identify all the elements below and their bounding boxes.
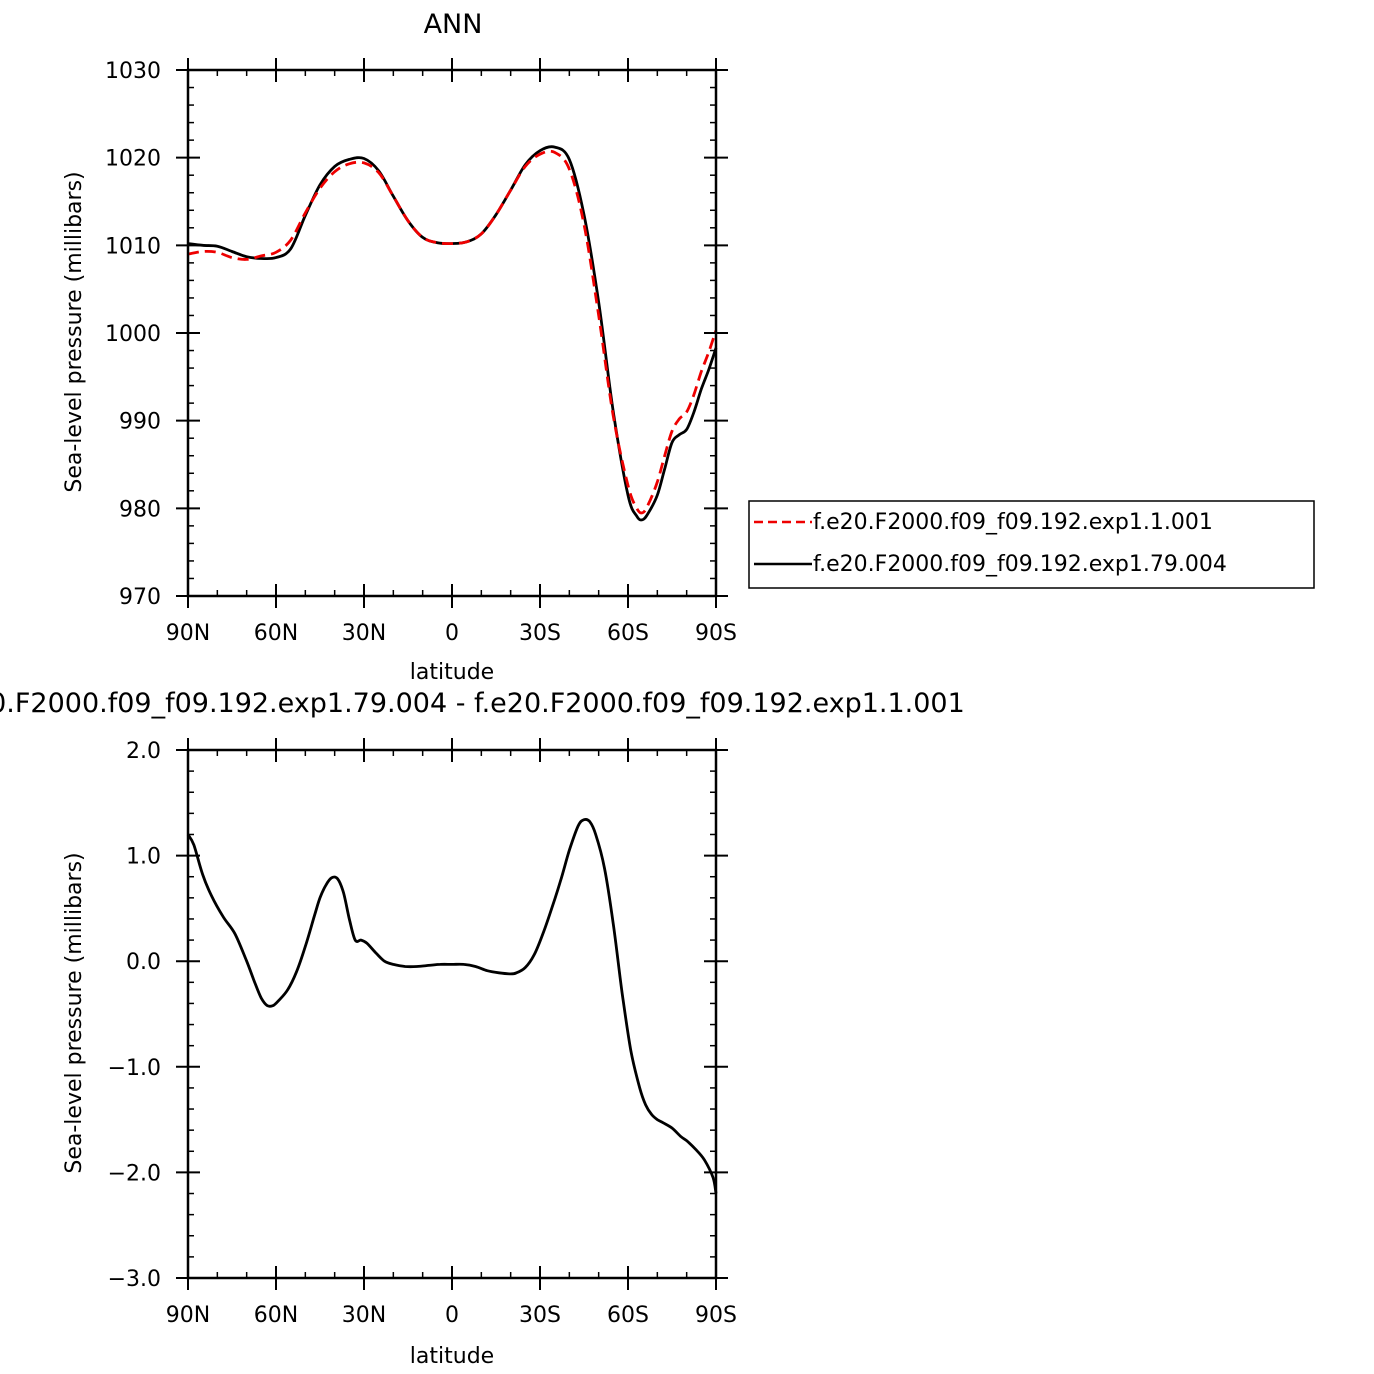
legend: f.e20.F2000.f09_f09.192.exp1.1.001 f.e20… bbox=[748, 500, 1315, 589]
y-tick-label: 1030 bbox=[105, 59, 161, 84]
y-tick-label: 980 bbox=[119, 497, 161, 522]
y-tick-label: 1010 bbox=[105, 234, 161, 259]
x-tick-label: 90N bbox=[166, 1303, 210, 1328]
x-tick-label: 60S bbox=[607, 1303, 649, 1328]
y-tick-label: −3.0 bbox=[108, 1267, 161, 1292]
y-tick-label: 2.0 bbox=[126, 739, 161, 764]
top-panel-x-axis-title: latitude bbox=[410, 660, 494, 685]
legend-label-exp1-1-001: f.e20.F2000.f09_f09.192.exp1.1.001 bbox=[813, 510, 1213, 535]
top-panel-ticks: 90N 60N 30N 0 30S 60S 90S 970 980 990 1000 1010 1020… bbox=[105, 58, 737, 646]
x-tick-label: 30S bbox=[519, 1303, 561, 1328]
bottom-panel-frame bbox=[186, 748, 718, 1280]
series-line-1-0 bbox=[186, 817, 718, 1194]
y-tick-label: 1020 bbox=[105, 147, 161, 172]
bottom-panel-x-axis-title: latitude bbox=[410, 1344, 494, 1369]
y-tick-label: 970 bbox=[119, 585, 161, 610]
y-tick-label: 1.0 bbox=[126, 845, 161, 870]
top-panel: ANN Sea-level pressure (millibars) latit… bbox=[62, 9, 737, 685]
bottom-panel-ticks: 90N 60N 30N 0 30S 60S 90S −3.0 −2.0 −1.0 0.0 1.0 2.0 bbox=[108, 738, 737, 1328]
y-tick-label: 990 bbox=[119, 410, 161, 435]
bottom-panel-lines bbox=[186, 817, 718, 1194]
series-line-0-0 bbox=[187, 149, 718, 515]
top-panel-lines bbox=[187, 145, 718, 522]
x-tick-label: 0 bbox=[445, 1303, 459, 1328]
x-tick-label: 90S bbox=[695, 621, 737, 646]
x-tick-label: 30N bbox=[342, 621, 386, 646]
y-tick-label: 0.0 bbox=[126, 950, 161, 975]
x-tick-label: 60S bbox=[607, 621, 649, 646]
top-panel-y-axis-title: Sea-level pressure (millibars) bbox=[62, 171, 87, 492]
top-panel-frame bbox=[186, 68, 718, 598]
x-tick-label: 30S bbox=[519, 621, 561, 646]
x-tick-label: 0 bbox=[445, 621, 459, 646]
bottom-panel-y-axis-title: Sea-level pressure (millibars) bbox=[62, 852, 87, 1173]
x-tick-label: 60N bbox=[254, 1303, 298, 1328]
x-tick-label: 60N bbox=[254, 621, 298, 646]
x-tick-label: 30N bbox=[342, 1303, 386, 1328]
x-tick-label: 90S bbox=[695, 1303, 737, 1328]
x-tick-label: 90N bbox=[166, 621, 210, 646]
y-tick-label: −1.0 bbox=[108, 1056, 161, 1081]
bottom-panel-title: f.e20.F2000.f09_f09.192.exp1.79.004 - f.… bbox=[0, 688, 965, 719]
top-panel-title: ANN bbox=[424, 9, 483, 40]
y-tick-label: 1000 bbox=[105, 322, 161, 347]
legend-label-exp1-79-004: f.e20.F2000.f09_f09.192.exp1.79.004 bbox=[813, 552, 1227, 577]
bottom-panel: f.e20.F2000.f09_f09.192.exp1.79.004 - f.… bbox=[0, 688, 965, 1369]
series-line-0-1 bbox=[187, 145, 718, 522]
y-tick-label: −2.0 bbox=[108, 1161, 161, 1186]
legend-box bbox=[748, 500, 1315, 589]
